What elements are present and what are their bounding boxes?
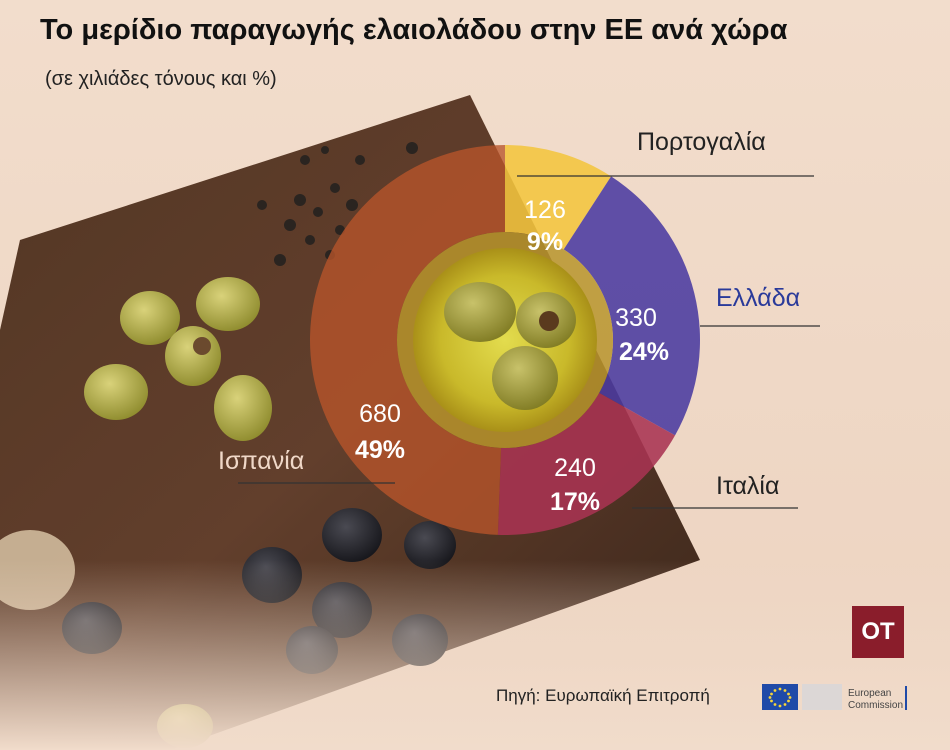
leader-lines	[238, 175, 820, 509]
slice-label-0: Πορτογαλία	[637, 128, 766, 156]
page-subtitle: (σε χιλιάδες τόνους και %)	[45, 68, 277, 90]
donut-labels: Πορτογαλία 126 9% Ελλάδα 330 24% Ιταλία 240 17% Ι…	[218, 128, 800, 516]
oil-bowl-image	[397, 232, 613, 448]
slice-percent-2: 17%	[550, 488, 600, 516]
donut-slices	[309, 145, 701, 536]
slice-1	[563, 176, 701, 436]
slice-percent-0: 9%	[527, 228, 563, 256]
slice-label-3: Ισπανία	[218, 447, 304, 475]
slice-3	[309, 145, 505, 535]
ot-logo: OT	[852, 606, 904, 658]
european-commission-logo: European Commission	[762, 684, 907, 711]
ec-logo-line-2: Commission	[848, 700, 903, 711]
slice-percent-3: 49%	[355, 436, 405, 464]
slice-label-1: Ελλάδα	[716, 284, 800, 312]
slice-value-0: 126	[524, 196, 566, 224]
slice-label-2: Ιταλία	[716, 472, 779, 500]
slice-0	[505, 145, 612, 250]
slice-value-2: 240	[554, 454, 596, 482]
slice-value-3: 680	[359, 400, 401, 428]
slice-percent-1: 24%	[619, 338, 669, 366]
ec-logo-line-1: European	[848, 688, 891, 699]
source-text: Πηγή: Ευρωπαϊκή Επιτροπή	[496, 686, 710, 705]
slice-2	[497, 392, 676, 536]
page-title: Το μερίδιο παραγωγής ελαιολάδου στην ΕΕ …	[40, 14, 788, 46]
slice-value-1: 330	[615, 304, 657, 332]
